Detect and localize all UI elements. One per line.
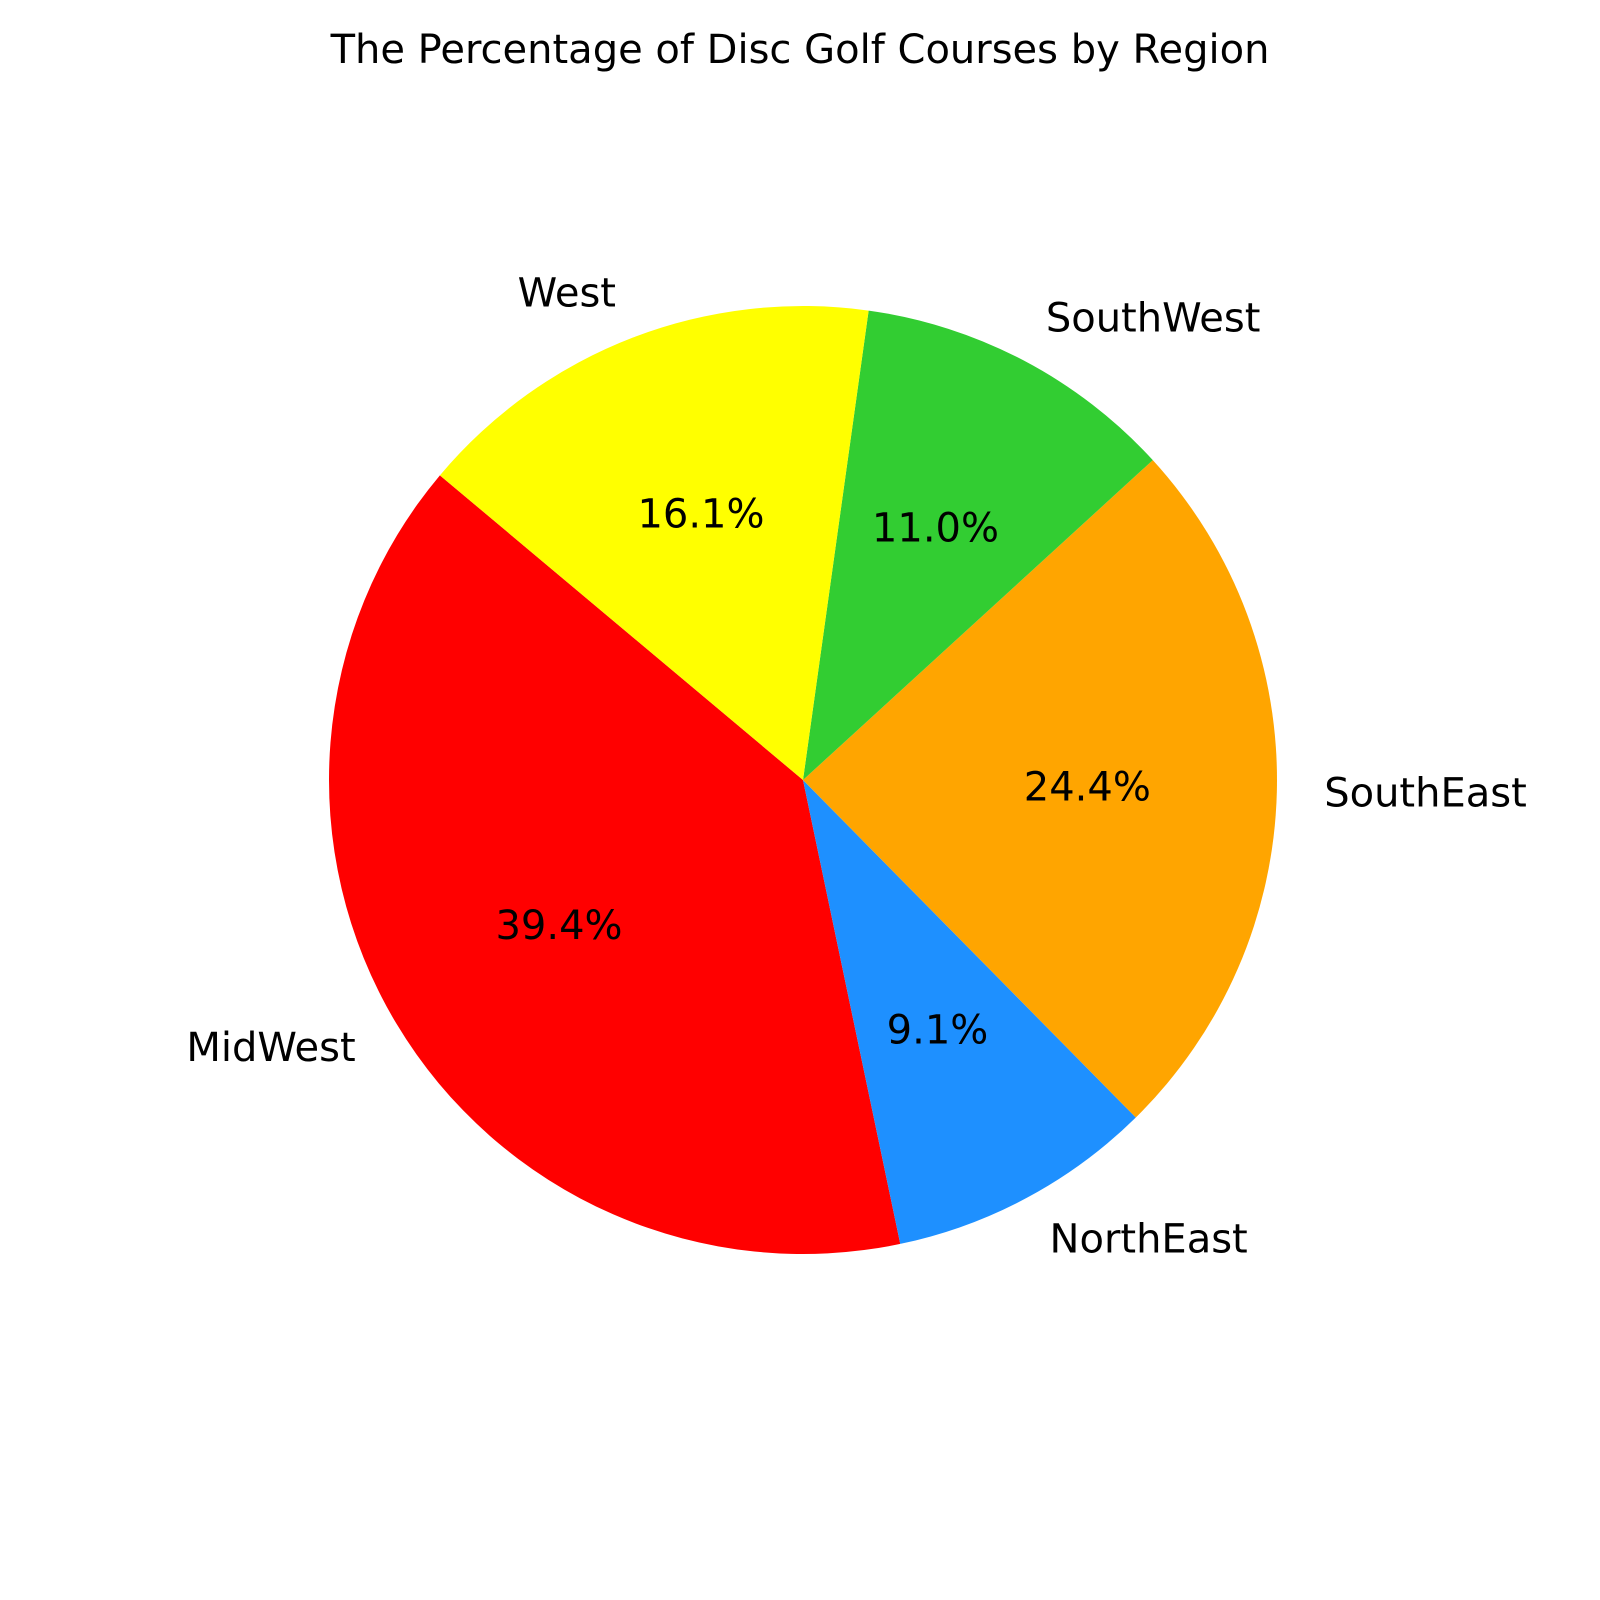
pie-labels: MidWest 39.4% NorthEast 9.1% SouthEast 24.4% S… [186,270,1526,1262]
slice-percent-midwest: 39.4% [495,903,622,949]
slice-label-west: West [518,270,616,316]
pie-slice-southeast [803,460,1277,1118]
pie-slice-west [439,305,869,780]
pie-slice-midwest [328,475,901,1255]
chart-title: The Percentage of Disc Golf Courses by R… [330,27,1270,73]
slice-percent-northeast: 9.1% [887,1008,989,1054]
slice-label-southwest: SouthWest [1046,296,1261,342]
slice-percent-southwest: 11.0% [872,505,999,551]
pie-slice-northeast [803,780,1136,1244]
pie-slices [328,305,1277,1255]
slice-label-midwest: MidWest [186,1025,355,1071]
slice-percent-southeast: 24.4% [1024,764,1151,810]
slice-label-northeast: NorthEast [1050,1216,1248,1262]
pie-slice-southwest [803,310,1153,780]
slice-percent-west: 16.1% [637,492,764,538]
slice-label-southeast: SouthEast [1324,770,1527,816]
